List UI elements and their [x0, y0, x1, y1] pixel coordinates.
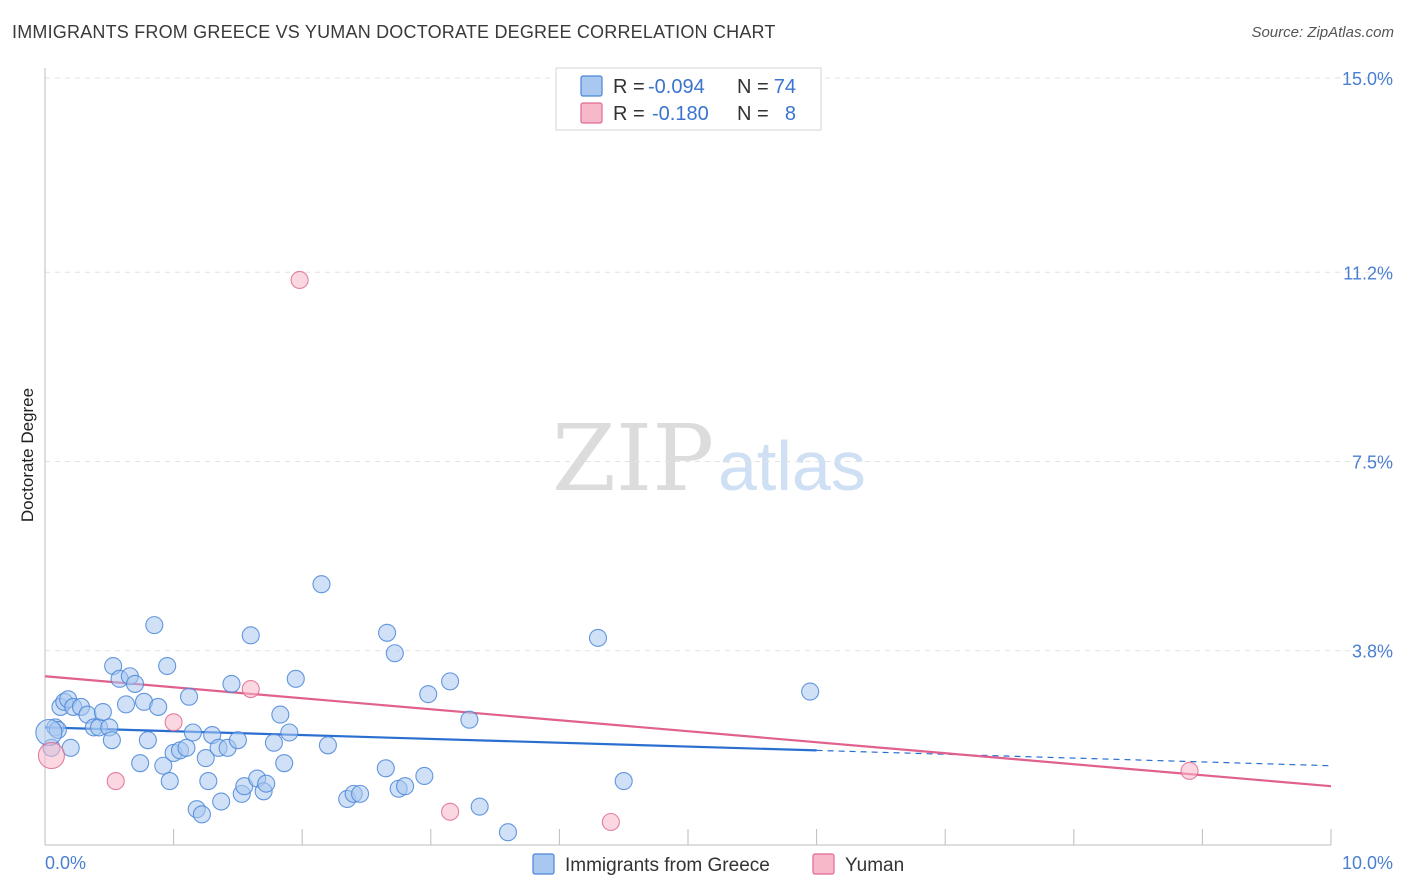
point-greece: [125, 674, 145, 693]
point-greece: [460, 710, 479, 729]
legend-r-value-yuman: -0.180: [652, 103, 709, 125]
point-yuman: [290, 270, 309, 290]
legend-swatch-greece: [580, 75, 603, 97]
point-greece: [588, 628, 608, 647]
legend-r-label-greece: R =: [613, 76, 645, 98]
point-greece: [116, 695, 136, 714]
point-greece: [35, 718, 63, 747]
point-greece: [158, 656, 177, 676]
point-greece: [614, 772, 633, 791]
point-yuman: [441, 802, 460, 821]
axes: [44, 68, 1332, 846]
point-greece: [212, 792, 231, 811]
point-greece: [138, 731, 157, 750]
legend-r-label-yuman: R =: [613, 103, 645, 125]
trend-line-greece-extension: [816, 749, 1332, 767]
point-greece: [286, 669, 305, 688]
point-greece: [470, 797, 489, 816]
point-yuman: [1180, 761, 1199, 780]
chart-title: IMMIGRANTS FROM GREECE VS YUMAN DOCTORAT…: [12, 22, 776, 42]
legend-n-value-greece: 74: [774, 76, 796, 98]
point-yuman: [164, 713, 183, 732]
legend-box: R = -0.094 N = 74 R = -0.180 N = 8: [555, 67, 822, 131]
point-greece: [385, 644, 404, 663]
legend-swatch-yuman: [580, 102, 603, 124]
point-greece: [312, 575, 331, 594]
watermark-zip: ZIP: [552, 405, 714, 512]
bottom-legend-swatch-yuman: [812, 853, 835, 875]
y-tick-labels: 3.8% 7.5% 11.2% 15.0%: [1342, 69, 1393, 662]
point-greece: [199, 772, 218, 791]
point-greece: [264, 733, 283, 752]
point-yuman: [37, 741, 65, 770]
point-greece: [228, 731, 247, 750]
point-greece: [271, 705, 290, 724]
bottom-legend: Immigrants from Greece Yuman: [532, 853, 904, 876]
bottom-legend-swatch-greece: [532, 853, 555, 875]
point-yuman: [241, 679, 260, 699]
point-greece: [441, 672, 460, 691]
bottom-legend-label-greece: Immigrants from Greece: [565, 855, 770, 876]
point-greece: [93, 703, 112, 722]
point-greece: [102, 731, 121, 750]
point-greece: [154, 756, 173, 775]
point-greece: [222, 674, 241, 693]
source-label: Source: ZipAtlas.com: [1251, 24, 1394, 41]
point-greece: [131, 754, 150, 773]
point-greece: [396, 777, 415, 796]
point-greece: [177, 738, 196, 757]
point-greece: [351, 784, 370, 803]
legend-r-value-greece: -0.094: [648, 76, 705, 98]
point-yuman: [106, 772, 125, 791]
x-tick-labels: 0.0% 10.0%: [45, 853, 1393, 873]
bottom-legend-label-yuman: Yuman: [845, 855, 904, 876]
point-greece: [160, 772, 179, 791]
data-points: [35, 270, 1199, 842]
y-tick-label: 3.8%: [1352, 642, 1393, 662]
legend-n-label-greece: N =: [737, 76, 769, 98]
x-tick-label-min: 0.0%: [45, 853, 86, 873]
point-greece: [498, 823, 518, 842]
point-greece: [801, 682, 820, 701]
trend-line-yuman: [44, 675, 1332, 788]
y-tick-label: 11.2%: [1343, 263, 1393, 283]
point-greece: [196, 749, 215, 768]
y-tick-label: 15.0%: [1342, 69, 1393, 89]
point-greece: [376, 759, 395, 778]
point-greece: [275, 754, 294, 773]
point-greece: [149, 697, 168, 716]
trend-line-greece: [44, 726, 817, 752]
point-greece: [419, 685, 438, 704]
point-greece: [179, 687, 199, 706]
point-yuman: [601, 812, 620, 832]
point-greece: [280, 723, 299, 742]
legend-n-value-yuman: 8: [785, 103, 796, 125]
point-greece: [318, 736, 337, 755]
point-greece: [415, 766, 434, 786]
point-greece: [378, 623, 397, 642]
point-greece: [241, 626, 260, 645]
watermark-atlas: atlas: [718, 427, 866, 505]
point-greece: [257, 774, 276, 793]
point-greece: [192, 805, 211, 824]
legend-n-label-yuman: N =: [737, 103, 769, 125]
y-axis-title: Doctorate Degree: [18, 388, 37, 522]
gridlines: [45, 77, 1395, 652]
point-greece: [183, 723, 202, 742]
point-greece: [145, 616, 164, 635]
y-tick-label: 7.5%: [1352, 453, 1393, 473]
x-tick-label-max: 10.0%: [1342, 853, 1393, 873]
